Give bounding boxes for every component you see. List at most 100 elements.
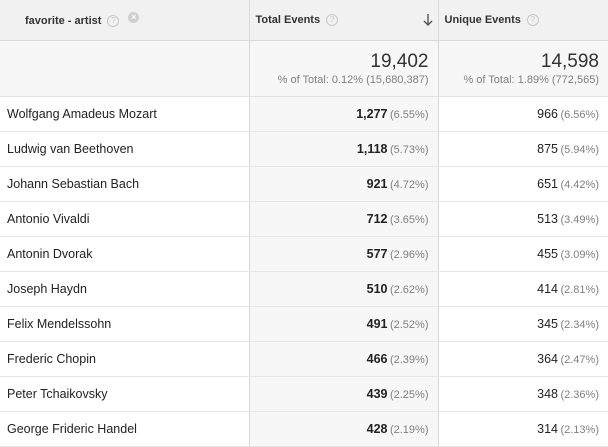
- table-row[interactable]: Ludwig van Beethoven 1,118 (5.73%) 875 (5.94…: [0, 131, 608, 167]
- total-events-count: 510: [366, 281, 388, 296]
- artist-name[interactable]: Ludwig van Beethoven: [0, 131, 250, 167]
- total-events-count: 428: [366, 421, 388, 436]
- table-row[interactable]: Antonin Dvorak 577 (2.96%) 455 (3.09%): [0, 236, 608, 272]
- unique-events-count: 455: [537, 246, 558, 261]
- unique-events-cell: 966 (6.56%): [438, 96, 608, 132]
- totals-empty-cell: [0, 40, 250, 97]
- artist-name[interactable]: Frederic Chopin: [0, 341, 250, 377]
- table-row[interactable]: Frederic Chopin 466 (2.39%) 364 (2.47%): [0, 341, 608, 377]
- unique-events-header[interactable]: Unique Events?: [438, 0, 608, 41]
- total-events-header[interactable]: Total Events?: [249, 0, 439, 41]
- table-row[interactable]: Joseph Haydn 510 (2.62%) 414 (2.81%): [0, 271, 608, 307]
- total-events-cell: 491 (2.52%): [249, 306, 439, 342]
- total-events-count: 577: [366, 246, 388, 261]
- total-events-cell: 510 (2.62%): [249, 271, 439, 307]
- unique-events-cell: 455 (3.09%): [438, 236, 608, 272]
- artist-name[interactable]: Felix Mendelssohn: [0, 306, 250, 342]
- table-row[interactable]: Peter Tchaikovsky 439 (2.25%) 348 (2.36%): [0, 376, 608, 412]
- total-events-share: (4.72%): [389, 178, 429, 191]
- table-row[interactable]: Johann Sebastian Bach 921 (4.72%) 651 (4.42%…: [0, 166, 608, 202]
- total-events-share: (2.39%): [389, 353, 429, 366]
- artist-name[interactable]: Peter Tchaikovsky: [0, 376, 250, 412]
- unique-events-value: 14,598: [540, 50, 599, 72]
- unique-events-share: (6.56%): [560, 108, 599, 121]
- total-events-cell: 466 (2.39%): [249, 341, 439, 377]
- unique-events-cell: 345 (2.34%): [438, 306, 608, 342]
- total-events-count: 1,118: [356, 141, 388, 156]
- unique-events-share: (4.42%): [560, 178, 599, 191]
- unique-events-summary: 14,598 % of Total: 1.89% (772,565): [438, 40, 608, 97]
- remove-dimension-icon[interactable]: ×: [128, 12, 140, 24]
- total-events-share: (2.62%): [389, 283, 429, 296]
- help-icon[interactable]: ?: [526, 13, 539, 26]
- unique-events-share: (3.09%): [560, 248, 599, 261]
- table-row[interactable]: George Frideric Handel 428 (2.19%) 314 (2.13…: [0, 411, 608, 447]
- total-events-header-label[interactable]: Total Events: [255, 13, 321, 26]
- unique-events-cell: 314 (2.13%): [438, 411, 608, 447]
- total-events-count: 1,277: [356, 106, 388, 121]
- total-events-share: (2.96%): [389, 248, 429, 261]
- artist-name[interactable]: Antonio Vivaldi: [0, 201, 250, 237]
- artist-name[interactable]: Wolfgang Amadeus Mozart: [0, 96, 250, 132]
- unique-events-cell: 875 (5.94%): [438, 131, 608, 167]
- total-events-share: (2.25%): [389, 388, 429, 401]
- unique-events-count: 364: [537, 351, 558, 366]
- dimension-header-label[interactable]: favorite - artist: [25, 15, 102, 28]
- unique-events-share: (5.94%): [560, 143, 599, 156]
- total-events-count: 921: [366, 176, 388, 191]
- unique-events-share: (3.49%): [560, 213, 599, 226]
- unique-events-cell: 513 (3.49%): [438, 201, 608, 237]
- total-events-value: 19,402: [370, 50, 429, 72]
- unique-events-percent: % of Total: 1.89% (772,565): [463, 73, 599, 86]
- unique-events-count: 966: [537, 106, 558, 121]
- artist-name[interactable]: Antonin Dvorak: [0, 236, 250, 272]
- dimension-header[interactable]: favorite - artist? ×: [0, 0, 250, 41]
- total-events-count: 712: [366, 211, 388, 226]
- unique-events-count: 651: [537, 176, 558, 191]
- unique-events-count: 348: [537, 386, 558, 401]
- unique-events-share: (2.13%): [560, 423, 599, 436]
- unique-events-count: 513: [537, 211, 558, 226]
- unique-events-cell: 414 (2.81%): [438, 271, 608, 307]
- total-events-cell: 712 (3.65%): [249, 201, 439, 237]
- total-events-summary: 19,402 % of Total: 0.12% (15,680,387): [249, 40, 439, 97]
- artist-name[interactable]: George Frideric Handel: [0, 411, 250, 447]
- unique-events-share: (2.36%): [560, 388, 599, 401]
- unique-events-count: 414: [537, 281, 558, 296]
- artist-name[interactable]: Johann Sebastian Bach: [0, 166, 250, 202]
- total-events-count: 439: [366, 386, 388, 401]
- table-row[interactable]: Wolfgang Amadeus Mozart 1,277 (6.55%) 966 (6…: [0, 96, 608, 132]
- unique-events-count: 314: [537, 421, 558, 436]
- unique-events-share: (2.47%): [560, 353, 599, 366]
- unique-events-count: 875: [537, 141, 558, 156]
- total-events-cell: 1,118 (5.73%): [249, 131, 439, 167]
- total-events-share: (3.65%): [389, 213, 429, 226]
- totals-row: 19,402 % of Total: 0.12% (15,680,387) 14…: [0, 40, 608, 97]
- header-row: favorite - artist? × Total Events? Unique…: [0, 0, 608, 41]
- table-row[interactable]: Antonio Vivaldi 712 (3.65%) 513 (3.49%): [0, 201, 608, 237]
- total-events-cell: 428 (2.19%): [249, 411, 439, 447]
- total-events-share: (2.52%): [389, 318, 429, 331]
- sort-descending-icon[interactable]: [423, 13, 433, 27]
- unique-events-header-label[interactable]: Unique Events: [444, 13, 521, 26]
- total-events-share: (6.55%): [389, 108, 429, 121]
- unique-events-share: (2.81%): [560, 283, 599, 296]
- table-row[interactable]: Felix Mendelssohn 491 (2.52%) 345 (2.34%): [0, 306, 608, 342]
- total-events-cell: 1,277 (6.55%): [249, 96, 439, 132]
- total-events-percent: % of Total: 0.12% (15,680,387): [277, 73, 429, 86]
- help-icon[interactable]: ?: [107, 15, 120, 28]
- artist-name[interactable]: Joseph Haydn: [0, 271, 250, 307]
- help-icon[interactable]: ?: [326, 13, 339, 26]
- unique-events-cell: 364 (2.47%): [438, 341, 608, 377]
- total-events-cell: 439 (2.25%): [249, 376, 439, 412]
- total-events-count: 491: [366, 316, 388, 331]
- unique-events-cell: 348 (2.36%): [438, 376, 608, 412]
- table-body: Wolfgang Amadeus Mozart 1,277 (6.55%) 966 (6…: [0, 96, 608, 447]
- total-events-cell: 577 (2.96%): [249, 236, 439, 272]
- total-events-cell: 921 (4.72%): [249, 166, 439, 202]
- unique-events-share: (2.34%): [560, 318, 599, 331]
- unique-events-count: 345: [537, 316, 558, 331]
- total-events-share: (5.73%): [389, 143, 429, 156]
- unique-events-cell: 651 (4.42%): [438, 166, 608, 202]
